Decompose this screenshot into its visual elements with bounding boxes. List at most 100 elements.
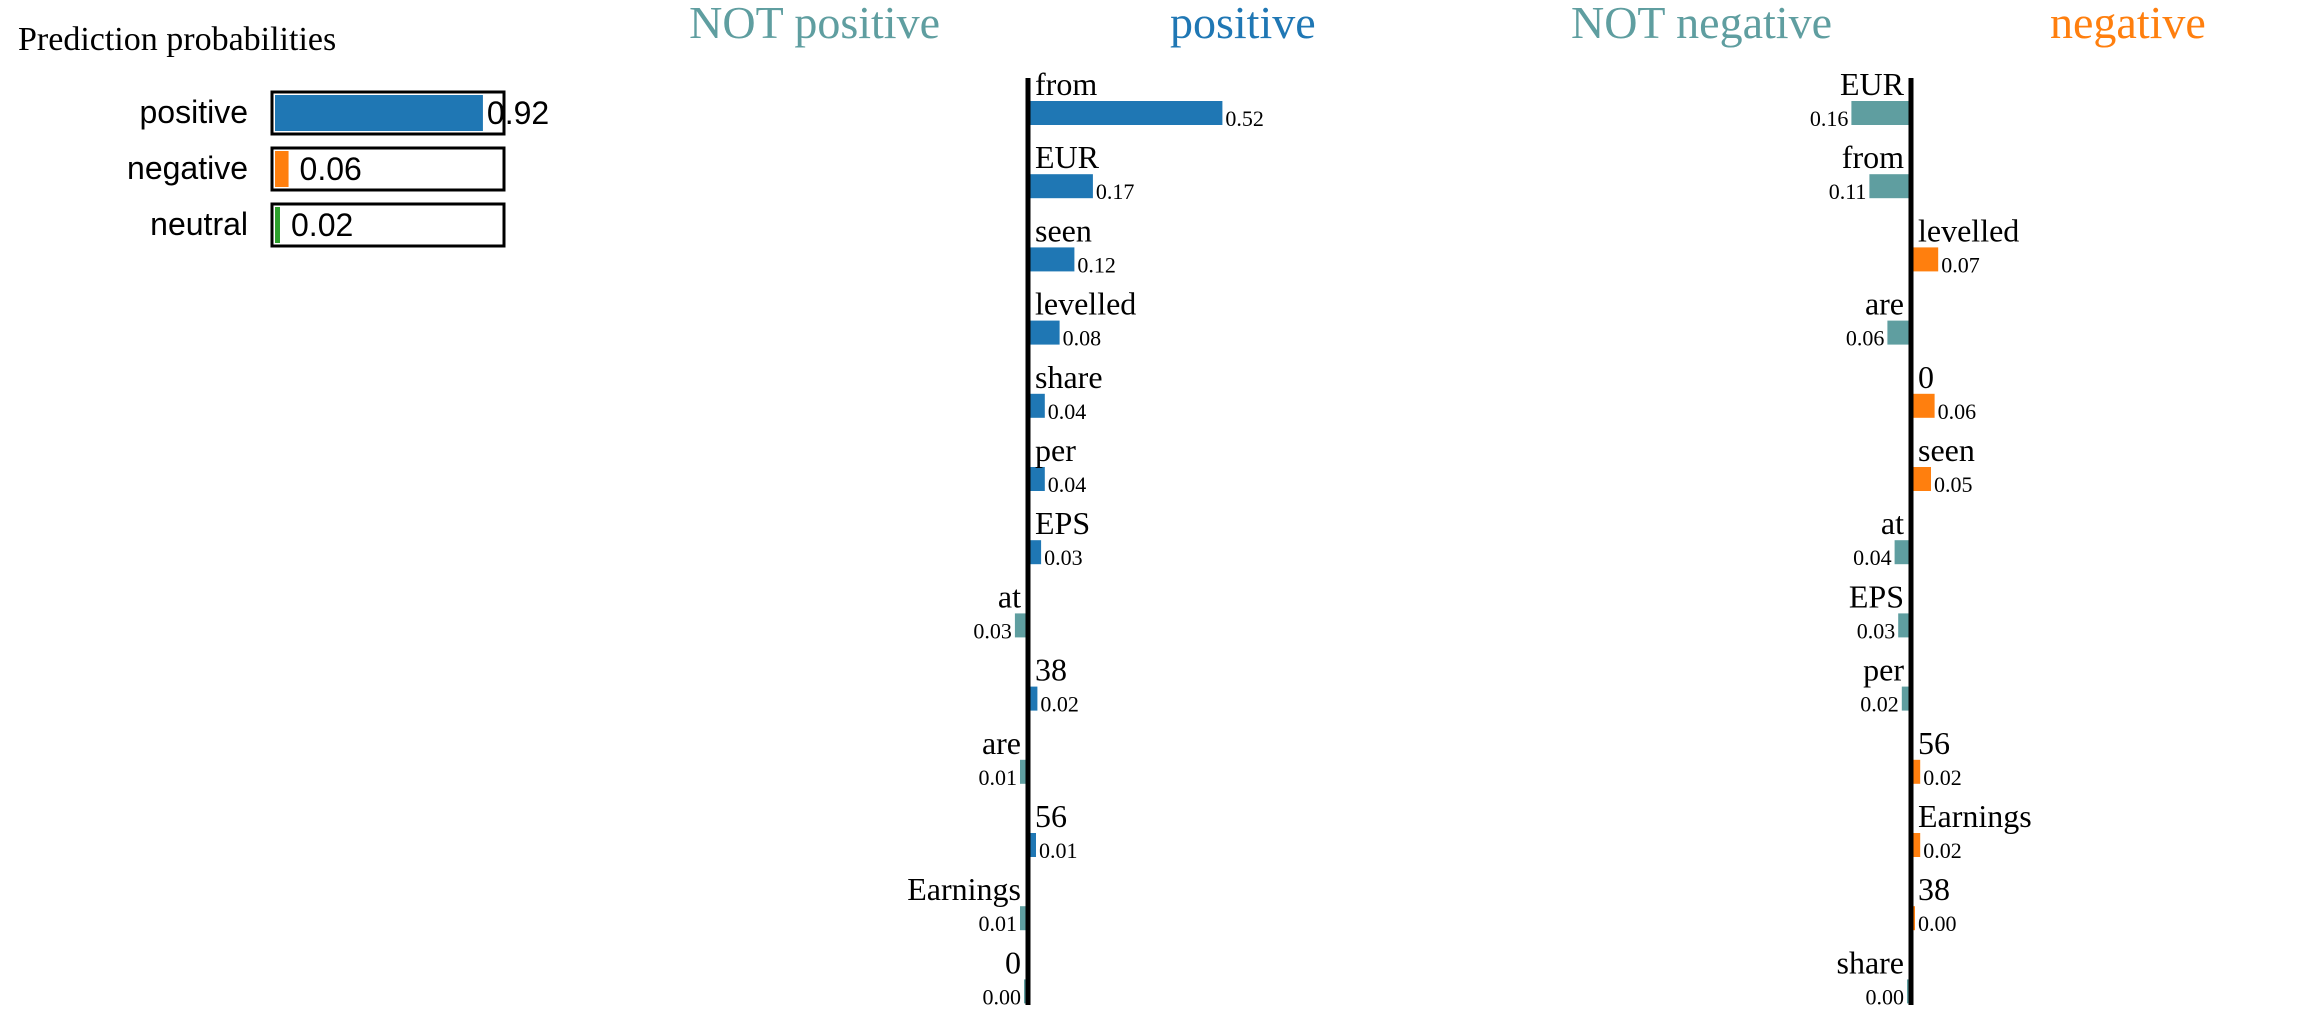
positive-feature-name: 38 — [1035, 652, 1067, 688]
positive-feature-EPS: EPS 0.03 — [1030, 505, 1090, 570]
negative-feature-per: per 0.02 — [1860, 652, 1909, 717]
positive-feature-0: 00.00 — [983, 944, 1026, 1009]
negative-feature-from: from 0.11 — [1829, 139, 1909, 204]
positive-bar-Earnings — [1020, 906, 1026, 931]
negative-bar-56 — [1913, 759, 1921, 784]
proba-label: positive — [140, 94, 249, 130]
negative-feature-value: 0.11 — [1829, 179, 1867, 204]
negative-bar-levelled — [1913, 247, 1939, 272]
proba-bar-negative — [275, 151, 289, 187]
not-positive-header: NOT positive — [689, 0, 940, 48]
positive-feature-seen: seen 0.12 — [1030, 212, 1116, 277]
proba-row-neutral: neutral 0.02 — [150, 202, 506, 248]
proba-bar-positive — [275, 95, 483, 131]
proba-bar-frame — [270, 146, 506, 192]
proba-bar-frame — [270, 202, 506, 248]
positive-feature-name: Earnings — [907, 871, 1021, 907]
negative-feature-name: 56 — [1918, 725, 1950, 761]
proba-row-positive: positive 0.92 — [140, 90, 549, 136]
negative-feature-value: 0.03 — [1857, 618, 1896, 643]
negative-feature-value: 0.00 — [1866, 984, 1905, 1005]
not-negative-header: NOT negative — [1571, 0, 1832, 48]
negative-feature-seen: seen 0.05 — [1913, 432, 1975, 497]
negative-feature-EUR: EUR 0.16 — [1810, 66, 1909, 131]
negative-bar-share — [1907, 979, 1909, 1004]
positive-feature-value: 0.00 — [983, 984, 1022, 1005]
positive-feature-value: 0.08 — [1063, 326, 1102, 351]
positive-bar-at — [1014, 613, 1026, 638]
positive-feature-value: 0.03 — [973, 618, 1012, 643]
negative-feature-name: per — [1863, 652, 1904, 688]
positive-feature-38: 380.02 — [1030, 652, 1079, 717]
positive-feature-value: 0.04 — [1048, 472, 1087, 497]
proba-value: 0.92 — [487, 95, 549, 131]
negative-feature-name: at — [1881, 505, 1904, 541]
negative-bar-Earnings — [1913, 833, 1921, 857]
positive-bar-from — [1030, 101, 1223, 125]
negative-feature-name: are — [1865, 286, 1904, 322]
negative-feature-0: 00.06 — [1913, 359, 1976, 424]
negative-feature-name: share — [1836, 944, 1904, 980]
negative-explanation-panel: NOT negative negative EUR 0.16 from 0.11 lev… — [1571, 0, 2206, 1009]
negative-bar-EUR — [1851, 101, 1909, 125]
negative-bar-38 — [1913, 906, 1915, 931]
positive-feature-value: 0.03 — [1044, 545, 1083, 570]
negative-bar-at — [1894, 540, 1909, 565]
negative-feature-levelled: levelled 0.07 — [1913, 212, 2019, 277]
negative-bar-from — [1869, 174, 1909, 199]
negative-bar-EPS — [1898, 613, 1909, 638]
positive-bar-EPS — [1030, 540, 1042, 565]
negative-feature-at: at 0.04 — [1853, 505, 1909, 570]
positive-bar-38 — [1030, 686, 1038, 711]
proba-label: neutral — [150, 206, 248, 242]
negative-feature-are: are 0.06 — [1846, 286, 1909, 351]
positive-feature-56: 560.01 — [1030, 798, 1078, 863]
proba-chart-title: Prediction probabilities — [18, 21, 336, 58]
positive-feature-name: per — [1035, 432, 1076, 468]
proba-value: 0.02 — [291, 207, 353, 243]
prediction-probabilities-panel: Prediction probabilities positive 0.92 neg… — [18, 21, 549, 248]
negative-feature-value: 0.02 — [1923, 838, 1962, 863]
positive-feature-value: 0.01 — [979, 765, 1018, 790]
negative-feature-name: levelled — [1918, 212, 2019, 248]
positive-feature-value: 0.01 — [979, 911, 1018, 936]
positive-feature-value: 0.02 — [1040, 692, 1079, 717]
negative-feature-value: 0.06 — [1846, 326, 1885, 351]
negative-feature-value: 0.07 — [1941, 252, 1980, 277]
negative-feature-name: seen — [1918, 432, 1975, 468]
proba-value: 0.06 — [300, 151, 362, 187]
positive-feature-name: from — [1035, 66, 1097, 102]
negative-bar-per — [1901, 686, 1909, 711]
negative-feature-name: Earnings — [1918, 798, 2032, 834]
positive-feature-name: are — [982, 725, 1021, 761]
negative-bar-are — [1887, 320, 1909, 345]
positive-bar-share — [1030, 393, 1045, 418]
negative-feature-value: 0.02 — [1923, 765, 1962, 790]
negative-feature-value: 0.06 — [1938, 399, 1977, 424]
negative-header: negative — [2050, 0, 2206, 48]
negative-feature-EPS: EPS 0.03 — [1849, 578, 1909, 643]
proba-bar-frame — [270, 90, 506, 136]
positive-feature-Earnings: Earnings 0.01 — [907, 871, 1026, 936]
negative-feature-name: 38 — [1918, 871, 1950, 907]
positive-feature-value: 0.12 — [1077, 252, 1116, 277]
positive-feature-levelled: levelled 0.08 — [1030, 286, 1136, 351]
negative-feature-value: 0.00 — [1918, 911, 1957, 936]
positive-feature-value: 0.01 — [1039, 838, 1078, 863]
proba-label: negative — [127, 150, 248, 186]
positive-feature-are: are 0.01 — [979, 725, 1026, 790]
positive-bar-levelled — [1030, 320, 1060, 345]
negative-bar-0 — [1913, 393, 1935, 418]
positive-feature-name: at — [998, 578, 1021, 614]
positive-bar-per — [1030, 467, 1045, 491]
positive-feature-EUR: EUR 0.17 — [1030, 139, 1134, 204]
positive-feature-from: from 0.52 — [1030, 66, 1264, 131]
positive-feature-name: 0 — [1005, 944, 1021, 980]
positive-feature-name: share — [1035, 359, 1103, 395]
positive-header: positive — [1170, 0, 1316, 48]
positive-feature-name: seen — [1035, 212, 1092, 248]
positive-feature-name: EPS — [1035, 505, 1090, 541]
positive-feature-share: share 0.04 — [1030, 359, 1103, 424]
positive-feature-value: 0.04 — [1048, 399, 1087, 424]
